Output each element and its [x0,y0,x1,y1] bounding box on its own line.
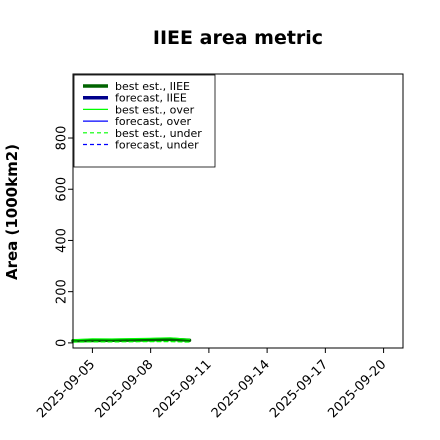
y-axis-label: Area (1000km2) [3,144,21,280]
x-tick-label: 2025-09-05 [34,357,98,421]
axes: 02004006008002025-09-052025-09-082025-09… [34,126,389,422]
x-tick-label: 2025-09-14 [209,357,273,421]
series-line-0 [71,337,192,343]
series-line-2 [72,337,191,341]
chart-title: IIEE area metric [153,27,323,49]
y-tick-label: 800 [55,126,70,151]
y-tick-label: 400 [55,228,70,253]
y-tick-label: 0 [55,339,70,347]
legend-entry: forecast, over [115,115,191,128]
legend-entry: forecast, under [115,139,199,152]
y-tick-label: 200 [55,279,70,304]
plot-frame [72,73,404,349]
x-tick-label: 2025-09-08 [92,357,156,421]
legend-entry: forecast, IIEE [115,92,187,105]
legend-entry: best est., over [115,103,195,116]
legend-entry: best est., IIEE [115,80,190,93]
legend-entry: best est., under [115,127,202,140]
x-tick-label: 2025-09-17 [267,357,331,421]
series-line-4 [72,341,191,343]
y-tick-label: 600 [55,177,70,202]
x-tick-label: 2025-09-11 [151,357,215,421]
x-tick-label: 2025-09-20 [325,357,389,421]
plot-area [71,337,192,343]
